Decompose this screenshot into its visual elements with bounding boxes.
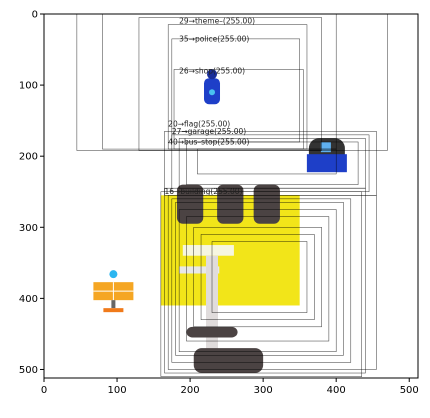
x-tick-label: 100: [108, 385, 127, 396]
plot-area: [160, 184, 300, 306]
hydrant-nozzle: [209, 89, 216, 96]
bounding-box: [160, 191, 363, 377]
hydrant-cap: [207, 69, 218, 80]
box-label: 29→theme–(255.00): [179, 17, 255, 26]
box-label: 26→shop(255.00): [179, 66, 245, 75]
fire-hydrant-icon: [204, 69, 221, 105]
bounding-box: [178, 209, 337, 352]
y-tick-label: 200: [19, 152, 38, 163]
bounding-box: [175, 202, 344, 356]
lamp-foot: [186, 326, 238, 338]
building-stripe: [182, 245, 234, 256]
solar-panel-icon: [93, 270, 134, 313]
solar-sun: [109, 270, 118, 279]
mailbox-body: [306, 154, 347, 173]
box-label: 35→police(255.00): [179, 34, 249, 43]
bounding-box: [193, 227, 322, 328]
bounding-box: [197, 148, 337, 175]
bounding-box: [138, 17, 322, 151]
x-tick-label: 300: [254, 385, 273, 396]
box-labels: 29→theme–(255.00) 35→police(255.00) 26→sho…: [165, 17, 256, 197]
y-tick-label: 100: [19, 81, 38, 92]
y-tick-label: 300: [19, 223, 38, 234]
bounding-box: [200, 234, 315, 320]
lamp-head: [217, 184, 244, 224]
lamp-base: [193, 348, 264, 374]
x-tick-label: 500: [400, 385, 419, 396]
bounding-box: [186, 141, 359, 185]
building-stripe: [179, 266, 220, 274]
lamp-head: [253, 184, 280, 224]
mailbox-window: [320, 142, 331, 153]
box-label: 40→bus–stop(255.00): [168, 137, 249, 146]
y-tick-label: 400: [19, 294, 38, 305]
icons-layer: [93, 69, 347, 374]
box-label: 20→flag(255.00): [168, 120, 230, 129]
mailbox-icon: [306, 138, 347, 173]
box-label: 16→building(255.00): [165, 187, 243, 196]
x-tick-label: 200: [181, 385, 200, 396]
bounding-box: [164, 187, 366, 374]
bounding-box: [211, 241, 308, 313]
x-tick-label: 0: [41, 385, 47, 396]
plot-frame: [43, 13, 419, 379]
y-tick-label: 500: [19, 365, 38, 376]
box-label: 27→garage(255.00): [172, 127, 246, 136]
y-tick-label: 0: [32, 10, 38, 21]
solar-stand: [111, 300, 116, 309]
bounding-box: [171, 198, 352, 363]
bounding-box: [186, 216, 330, 342]
bounding-boxes: [76, 13, 388, 377]
x-tick-label: 400: [327, 385, 346, 396]
solar-base: [103, 308, 124, 313]
bounding-box: [167, 195, 377, 370]
lamp-head: [176, 184, 204, 224]
